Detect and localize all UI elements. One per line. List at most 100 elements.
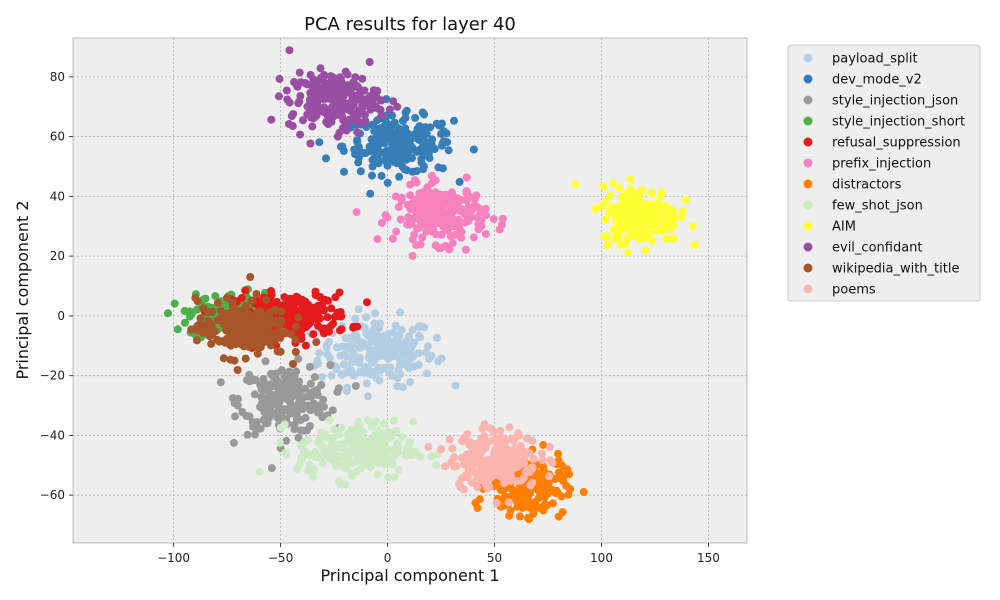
data-point [539, 440, 548, 449]
data-point [231, 324, 240, 333]
data-point [443, 138, 452, 147]
data-point [208, 307, 216, 316]
legend-marker [803, 284, 813, 294]
data-point [554, 449, 562, 458]
data-point [489, 215, 498, 224]
data-point [369, 446, 378, 455]
data-point [313, 391, 322, 400]
data-point [305, 401, 314, 410]
data-point [337, 325, 346, 334]
chart-title: PCA results for layer 40 [304, 14, 516, 35]
data-point [537, 489, 546, 497]
data-point [457, 195, 465, 204]
data-point [518, 503, 527, 512]
data-point [318, 459, 327, 468]
data-point [361, 117, 370, 125]
data-point [599, 182, 608, 191]
data-point [231, 313, 240, 322]
data-point [485, 460, 494, 469]
data-point [231, 412, 239, 421]
data-point [490, 467, 499, 476]
data-point [529, 509, 538, 518]
data-point [651, 208, 660, 217]
data-point [336, 88, 345, 97]
data-point [462, 196, 471, 205]
data-point [291, 347, 300, 356]
data-point [319, 329, 328, 338]
data-point [348, 438, 357, 447]
data-point [631, 203, 640, 212]
data-point [294, 433, 303, 442]
data-point [326, 72, 335, 81]
data-point [369, 357, 378, 366]
legend-label: distractors [832, 178, 902, 193]
data-point [496, 427, 505, 435]
x-tick-label: 150 [697, 551, 720, 565]
data-point [424, 442, 433, 451]
data-point [425, 218, 434, 226]
data-point [324, 120, 333, 129]
data-point [350, 444, 359, 453]
legend-marker [803, 116, 813, 126]
data-point [394, 203, 403, 211]
data-point [498, 214, 507, 223]
data-point [267, 115, 276, 124]
data-point [424, 354, 433, 363]
data-point [207, 339, 216, 348]
data-point [213, 316, 222, 325]
data-point [454, 220, 463, 229]
data-point [354, 305, 363, 314]
data-point [310, 310, 319, 318]
data-point [289, 110, 298, 118]
data-point [425, 145, 434, 154]
series-style_injection_json [216, 354, 360, 473]
data-point [334, 451, 342, 460]
data-point [455, 177, 464, 186]
data-point [371, 309, 380, 318]
data-point [365, 58, 374, 66]
legend-marker [803, 158, 813, 168]
data-point [505, 423, 514, 432]
data-point [351, 314, 360, 323]
plot-area [72, 37, 748, 544]
data-point [619, 225, 628, 234]
data-point [343, 430, 352, 439]
data-point [391, 338, 400, 347]
data-point [373, 235, 382, 244]
y-tick-label: −60 [40, 488, 65, 502]
legend-label: evil_confidant [832, 241, 923, 256]
data-point [458, 437, 467, 446]
data-point [480, 420, 489, 429]
data-point [406, 438, 415, 446]
data-point [427, 452, 436, 461]
data-point [419, 165, 428, 174]
data-point [252, 290, 261, 298]
data-point [415, 322, 423, 331]
data-point [340, 369, 349, 378]
data-point [204, 319, 212, 328]
data-point [216, 306, 225, 315]
data-point [259, 415, 268, 424]
data-point [404, 213, 413, 222]
data-point [290, 372, 299, 381]
y-tick-label: −40 [40, 428, 65, 442]
data-point [506, 506, 515, 515]
data-point [330, 425, 338, 434]
data-point [621, 239, 630, 248]
y-tick-label: 20 [50, 249, 65, 263]
data-point [519, 473, 528, 482]
data-point [267, 464, 276, 473]
legend-marker [803, 263, 813, 273]
data-point [601, 215, 610, 224]
data-point [280, 420, 289, 429]
data-point [268, 382, 277, 391]
data-point [404, 336, 412, 344]
data-point [297, 334, 306, 343]
data-point [361, 110, 369, 119]
data-point [525, 503, 534, 512]
x-axis-ticks: −100 −50 0 50 100 150 [157, 543, 720, 565]
data-point [669, 234, 678, 243]
data-point [369, 455, 378, 464]
data-point [388, 111, 396, 120]
data-point [323, 313, 332, 322]
